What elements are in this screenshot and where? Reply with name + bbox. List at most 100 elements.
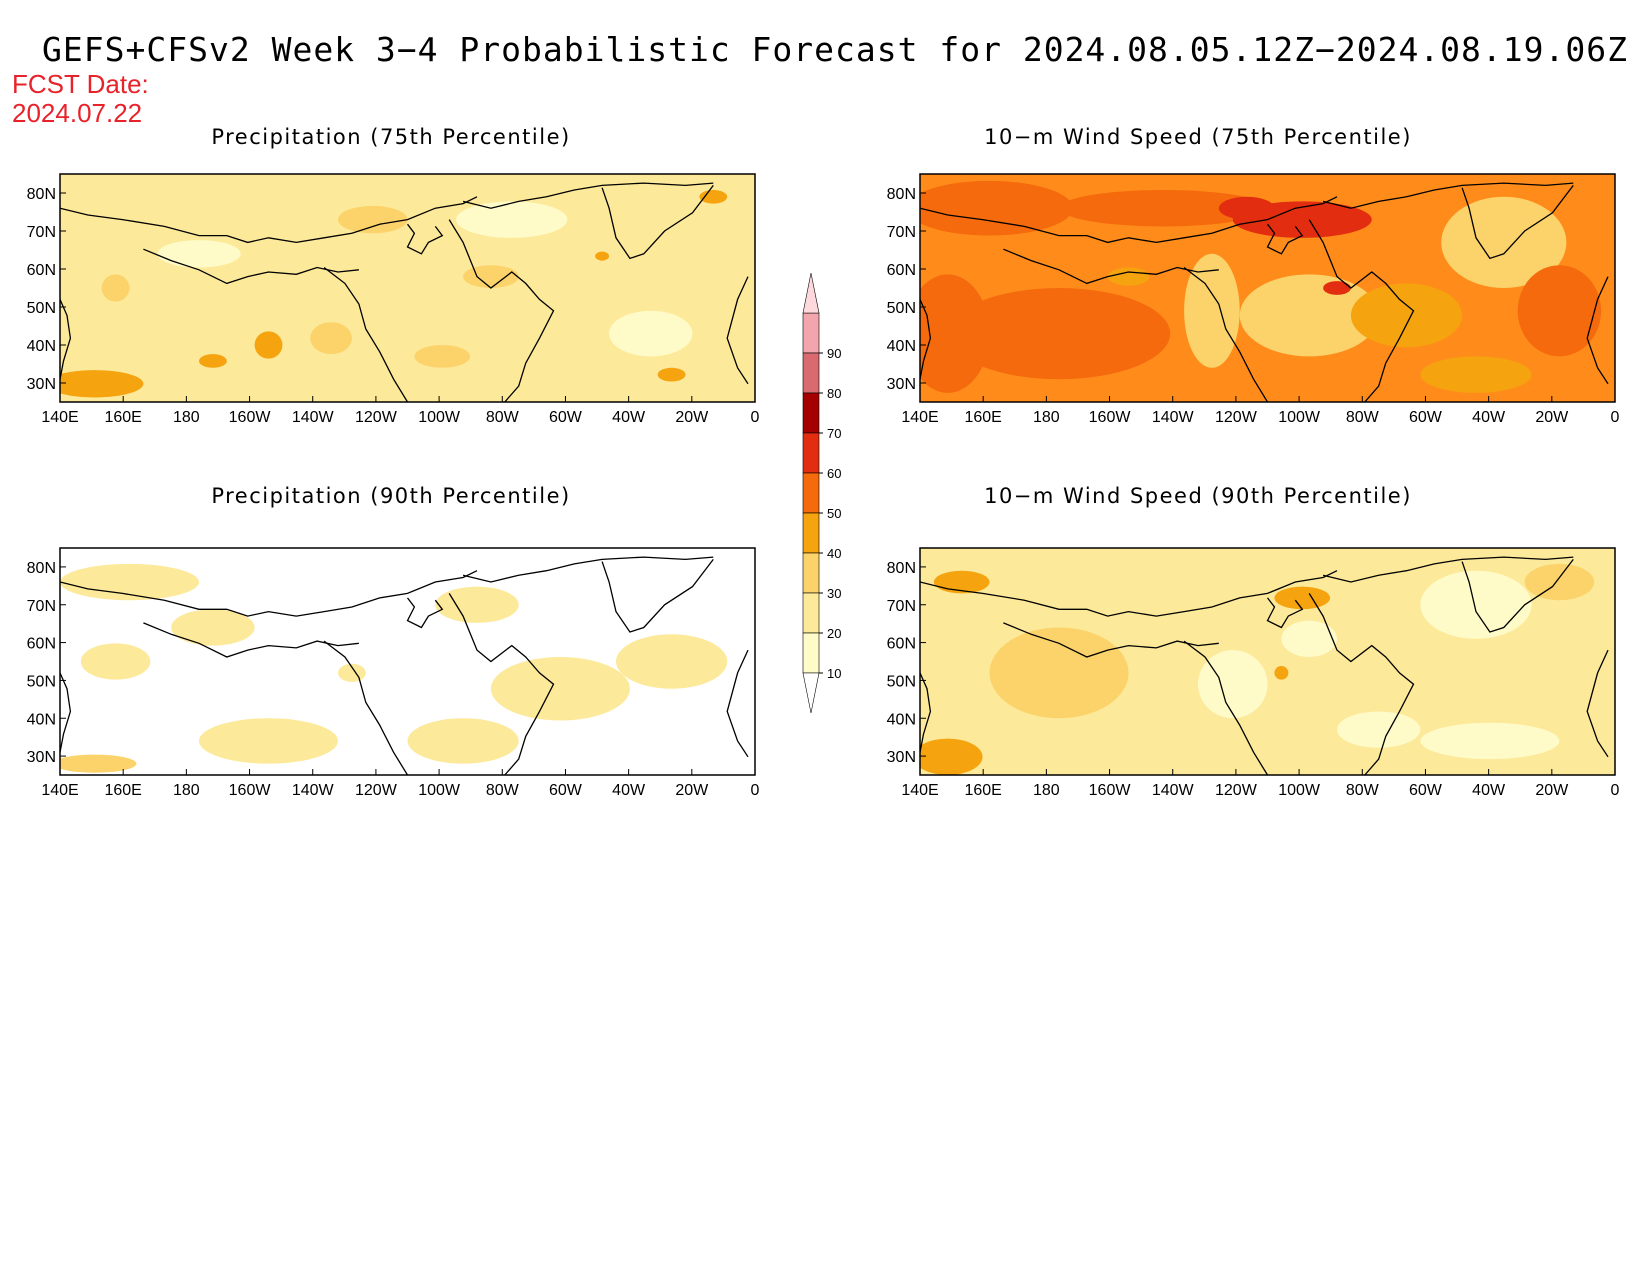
shaded-region (989, 627, 1129, 719)
coastline (462, 182, 714, 209)
coastline (448, 593, 555, 775)
lat-label: 80N (887, 186, 916, 203)
shaded-region (435, 586, 519, 623)
shaded-region (414, 345, 471, 368)
lon-label: 100W (418, 782, 461, 799)
shaded-region (60, 754, 137, 773)
coastline (1183, 640, 1269, 775)
map-frame (919, 547, 1616, 776)
coastline (601, 185, 714, 260)
coastline (1586, 649, 1609, 758)
lat-label: 60N (27, 262, 56, 279)
lon-label: 140E (41, 409, 78, 426)
colorbar-bottom-arrow (802, 672, 820, 714)
colorbar-label: 70 (827, 426, 841, 441)
colorbar-label: 10 (827, 666, 841, 681)
lon-label: 60W (549, 409, 583, 426)
coastline (60, 299, 72, 380)
coastline (323, 640, 409, 775)
lon-label: 60W (1409, 409, 1443, 426)
lon-label: 160E (104, 782, 141, 799)
colorbar-segment (802, 592, 820, 634)
lon-label: 120W (1215, 409, 1258, 426)
lon-label: 140W (292, 409, 335, 426)
panel-title-precip-75: Precipitation (75th Percentile) (211, 125, 571, 149)
colorbar-segment (802, 552, 820, 594)
lon-label: 140E (901, 409, 938, 426)
shaded-region (80, 643, 151, 680)
lon-label: 180 (173, 782, 200, 799)
lat-label: 70N (887, 598, 916, 615)
shaded-region (595, 251, 610, 261)
coastline (323, 266, 409, 402)
shaded-region (456, 201, 568, 238)
shaded-region (1350, 283, 1463, 348)
coastline (1322, 182, 1574, 209)
shaded-region (1107, 267, 1150, 286)
main-title: GEFS+CFSv2 Week 3−4 Probabilistic Foreca… (42, 30, 1628, 69)
lat-label: 60N (27, 636, 56, 653)
colorbar-top-arrow (802, 272, 820, 314)
panel-title-wind-90: 10−m Wind Speed (90th Percentile) (984, 484, 1412, 508)
lon-label: 160E (104, 409, 141, 426)
lat-label: 60N (887, 636, 916, 653)
coastline (920, 299, 932, 380)
lat-label: 70N (27, 224, 56, 241)
shaded-region (616, 634, 728, 689)
lon-label: 140E (901, 782, 938, 799)
lon-label: 40W (1472, 409, 1506, 426)
colorbar-segment (802, 392, 820, 434)
lat-label: 40N (887, 338, 916, 355)
panel-title-precip-90: Precipitation (90th Percentile) (211, 484, 571, 508)
lon-label: 20W (1535, 409, 1569, 426)
shaded-region (657, 367, 686, 382)
map-background (60, 174, 755, 402)
map-frame (59, 173, 756, 403)
shaded-region (920, 180, 1073, 236)
coastline (448, 219, 555, 402)
colorbar-segment (802, 432, 820, 474)
coastline (1183, 266, 1269, 402)
shaded-region (1323, 281, 1351, 295)
lon-label: 140E (41, 782, 78, 799)
lon-label: 20W (1535, 782, 1569, 799)
lon-label: 100W (418, 409, 461, 426)
lon-label: 140W (292, 782, 335, 799)
coastline (1308, 593, 1415, 775)
lon-label: 20W (675, 782, 709, 799)
coastline (406, 597, 444, 629)
shaded-region (1420, 356, 1532, 393)
coastline (1322, 556, 1574, 583)
lon-label: 160W (229, 409, 272, 426)
lon-label: 140W (1152, 782, 1195, 799)
map-panel-3 (920, 548, 1615, 775)
lat-label: 70N (887, 224, 916, 241)
coastline (462, 556, 714, 583)
shaded-region (254, 331, 283, 359)
lat-label: 30N (27, 376, 56, 393)
lon-label: 20W (675, 409, 709, 426)
colorbar-label: 50 (827, 506, 841, 521)
lon-label: 40W (1472, 782, 1506, 799)
shaded-region (933, 570, 990, 594)
lon-label: 160W (229, 782, 272, 799)
shaded-region (699, 189, 728, 204)
lon-label: 120W (355, 409, 398, 426)
coastline (601, 559, 714, 633)
fcst-date-block: FCST Date: 2024.07.22 (12, 70, 149, 128)
map-panel-2 (60, 548, 755, 775)
shaded-region (310, 322, 352, 355)
shaded-region (60, 563, 199, 601)
shaded-region (1420, 570, 1532, 639)
colorbar-segment (802, 632, 820, 674)
lat-label: 40N (27, 338, 56, 355)
lat-label: 50N (887, 300, 916, 317)
lat-label: 80N (27, 560, 56, 577)
coastline (1461, 185, 1574, 260)
shaded-region (199, 718, 338, 764)
colorbar-label: 40 (827, 546, 841, 561)
map-frame (919, 173, 1616, 403)
lon-label: 40W (612, 782, 646, 799)
lon-label: 0 (1611, 409, 1620, 426)
